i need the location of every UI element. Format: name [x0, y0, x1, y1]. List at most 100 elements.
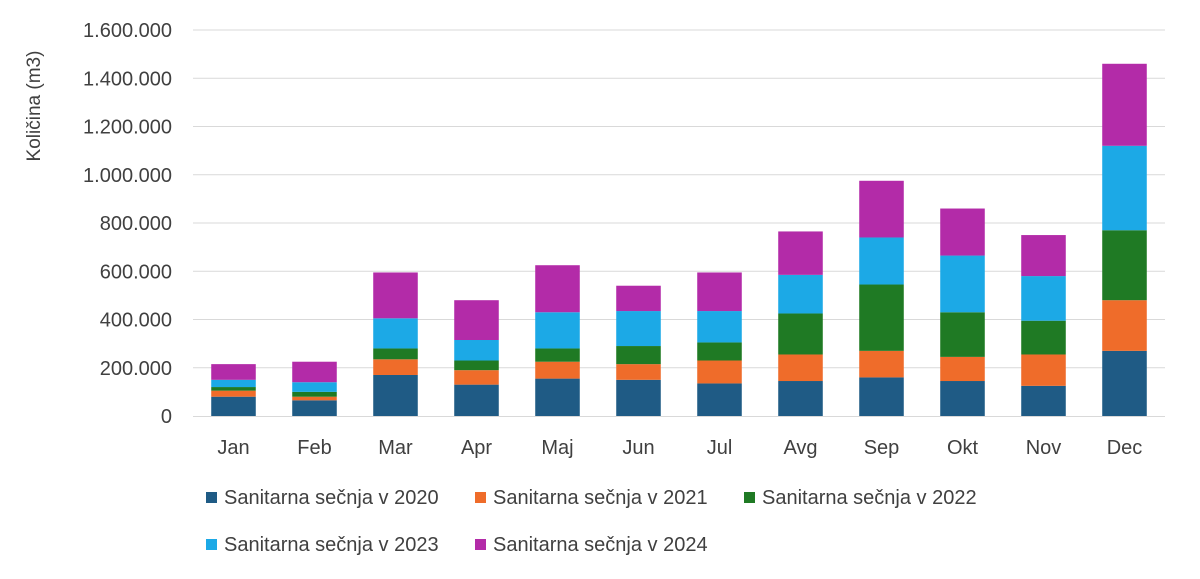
x-tick-labels: Jan Feb Mar Apr Maj Jun Jul Avg Sep Okt Nov Dec: [217, 437, 1142, 459]
legend: Sanitarna sečnja v 2020 Sanitarna sečnja …: [206, 487, 977, 556]
y-tick-label: 400.000: [100, 310, 172, 332]
bar-segment: Sanitarna sečnja v 2022 — Jan: 15000: [211, 387, 256, 391]
y-tick-label: 800.000: [100, 213, 172, 235]
bar-segment: Sanitarna sečnja v 2020 — Dec: 270000: [1102, 350, 1147, 416]
bar-segment: Sanitarna sečnja v 2020 — Apr: 130000: [454, 384, 499, 416]
x-tick-label: Jan: [217, 437, 249, 459]
bar-segment: Sanitarna sečnja v 2024 — Maj: 195000: [535, 265, 580, 313]
bar-segment: Sanitarna sečnja v 2024 — Apr: 165000: [454, 300, 499, 341]
bar-segment: Sanitarna sečnja v 2021 — Mar: 65000: [373, 359, 418, 375]
bar-segment: Sanitarna sečnja v 2024 — Mar: 190000: [373, 272, 418, 319]
bar-segment: Sanitarna sečnja v 2022 — Jul: 75000: [697, 342, 742, 361]
x-tick-label: Okt: [947, 437, 979, 459]
bar-segment: Sanitarna sečnja v 2021 — Jun: 65000: [616, 364, 661, 380]
bar-segment: Sanitarna sečnja v 2022 — Jun: 75000: [616, 346, 661, 365]
bar-segment: Sanitarna sečnja v 2022 — Nov: 140000: [1021, 320, 1066, 355]
bar-segment: Sanitarna sečnja v 2020 — Sep: 160000: [859, 377, 904, 416]
x-tick-label: Sep: [864, 437, 900, 459]
bar-segment: Sanitarna sečnja v 2024 — Avg: 180000: [778, 231, 823, 275]
bar-segment: Sanitarna sečnja v 2021 — Apr: 60000: [454, 370, 499, 385]
y-tick-label: 1.000.000: [83, 165, 172, 187]
legend-label: Sanitarna sečnja v 2022: [762, 487, 977, 509]
bar-segment: Sanitarna sečnja v 2020 — Okt: 145000: [940, 381, 985, 416]
bar-segment: Sanitarna sečnja v 2023 — Avg: 160000: [778, 274, 823, 314]
bar-segment: Sanitarna sečnja v 2022 — Apr: 40000: [454, 360, 499, 371]
bar-segment: Sanitarna sečnja v 2020 — Maj: 155000: [535, 378, 580, 416]
bar-segment: Sanitarna sečnja v 2021 — Avg: 110000: [778, 354, 823, 382]
y-tick-label: 1.600.000: [83, 20, 172, 42]
bar-segment: Sanitarna sečnja v 2020 — Avg: 145000: [778, 381, 823, 416]
y-axis-title: Količina (m3): [24, 51, 45, 162]
bar-segment: Sanitarna sečnja v 2021 — Dec: 210000: [1102, 300, 1147, 351]
bar-segment: Sanitarna sečnja v 2021 — Jan: 25000: [211, 390, 256, 397]
bar-segment: Sanitarna sečnja v 2021 — Sep: 110000: [859, 350, 904, 378]
bar-segment: Sanitarna sečnja v 2024 — Jul: 160000: [697, 272, 742, 312]
bar-segment: Sanitarna sečnja v 2023 — Apr: 85000: [454, 340, 499, 361]
legend-item: Sanitarna sečnja v 2022: [744, 487, 977, 509]
bar-segment: Sanitarna sečnja v 2023 — Jun: 145000: [616, 311, 661, 347]
legend-swatch: [744, 492, 755, 503]
legend-item: Sanitarna sečnja v 2024: [475, 534, 708, 556]
bar-segment: Sanitarna sečnja v 2022 — Sep: 275000: [859, 284, 904, 351]
bar-segment: Sanitarna sečnja v 2024 — Sep: 235000: [859, 180, 904, 238]
y-tick-label: 1.200.000: [83, 117, 172, 139]
gridlines: [193, 29, 1165, 417]
bar-segment: Sanitarna sečnja v 2022 — Avg: 170000: [778, 313, 823, 355]
x-tick-label: Dec: [1107, 437, 1143, 459]
bar-segment: Sanitarna sečnja v 2023 — Feb: 40000: [292, 382, 337, 392]
bar-segment: Sanitarna sečnja v 2021 — Maj: 70000: [535, 361, 580, 379]
bar-segment: Sanitarna sečnja v 2020 — Jun: 150000: [616, 379, 661, 416]
bar-segment: Sanitarna sečnja v 2020 — Mar: 170000: [373, 374, 418, 416]
legend-label: Sanitarna sečnja v 2023: [224, 534, 439, 556]
bar-segment: Sanitarna sečnja v 2020 — Nov: 125000: [1021, 385, 1066, 416]
bar-segment: Sanitarna sečnja v 2020 — Jan: 80000: [211, 396, 256, 416]
bars: Sanitarna sečnja v 2020 — Jan: 80000Sani…: [211, 63, 1147, 416]
legend-label: Sanitarna sečnja v 2024: [493, 534, 708, 556]
x-tick-label: Feb: [297, 437, 331, 459]
bar-segment: Sanitarna sečnja v 2023 — Nov: 185000: [1021, 276, 1066, 321]
legend-label: Sanitarna sečnja v 2020: [224, 487, 439, 509]
bar-segment: Sanitarna sečnja v 2024 — Jan: 65000: [211, 364, 256, 380]
x-tick-label: Mar: [378, 437, 413, 459]
bar-segment: Sanitarna sečnja v 2023 — Jan: 30000: [211, 379, 256, 388]
bar-segment: Sanitarna sečnja v 2023 — Okt: 235000: [940, 255, 985, 313]
bar-segment: Sanitarna sečnja v 2022 — Mar: 45000: [373, 348, 418, 360]
legend-item: Sanitarna sečnja v 2023: [206, 534, 439, 556]
legend-label: Sanitarna sečnja v 2021: [493, 487, 708, 509]
bar-segment: Sanitarna sečnja v 2021 — Nov: 130000: [1021, 354, 1066, 386]
bar-segment: Sanitarna sečnja v 2023 — Mar: 125000: [373, 318, 418, 349]
bar-segment: Sanitarna sečnja v 2024 — Dec: 340000: [1102, 63, 1147, 146]
bar-segment: Sanitarna sečnja v 2020 — Jul: 135000: [697, 383, 742, 416]
legend-swatch: [206, 492, 217, 503]
x-tick-label: Nov: [1026, 437, 1062, 459]
bar-segment: Sanitarna sečnja v 2022 — Okt: 185000: [940, 312, 985, 357]
bar-segment: Sanitarna sečnja v 2021 — Jul: 95000: [697, 360, 742, 384]
bar-segment: Sanitarna sečnja v 2024 — Nov: 170000: [1021, 235, 1066, 277]
x-tick-label: Maj: [541, 437, 573, 459]
bar-segment: Sanitarna sečnja v 2023 — Jul: 130000: [697, 311, 742, 343]
legend-swatch: [206, 539, 217, 550]
legend-item: Sanitarna sečnja v 2020: [206, 487, 439, 509]
legend-item: Sanitarna sečnja v 2021: [475, 487, 708, 509]
bar-segment: Sanitarna sečnja v 2023 — Sep: 195000: [859, 237, 904, 285]
x-tick-label: Apr: [461, 437, 492, 459]
bar-segment: Sanitarna sečnja v 2022 — Dec: 290000: [1102, 230, 1147, 301]
x-tick-label: Jul: [707, 437, 733, 459]
legend-swatch: [475, 539, 486, 550]
bar-segment: Sanitarna sečnja v 2024 — Feb: 85000: [292, 361, 337, 383]
y-tick-label: 200.000: [100, 358, 172, 380]
bar-segment: Sanitarna sečnja v 2021 — Okt: 100000: [940, 356, 985, 382]
bar-segment: Sanitarna sečnja v 2020 — Feb: 65000: [292, 400, 337, 416]
bar-segment: Sanitarna sečnja v 2024 — Jun: 105000: [616, 285, 661, 312]
y-tick-label: 0: [161, 406, 172, 428]
bar-segment: Sanitarna sečnja v 2021 — Feb: 15000: [292, 396, 337, 401]
bar-segment: Sanitarna sečnja v 2024 — Okt: 195000: [940, 208, 985, 256]
x-tick-label: Avg: [783, 437, 817, 459]
bar-segment: Sanitarna sečnja v 2023 — Dec: 350000: [1102, 145, 1147, 231]
y-tick-label: 1.400.000: [83, 68, 172, 90]
bar-segment: Sanitarna sečnja v 2023 — Maj: 150000: [535, 312, 580, 349]
legend-swatch: [475, 492, 486, 503]
x-tick-label: Jun: [622, 437, 654, 459]
